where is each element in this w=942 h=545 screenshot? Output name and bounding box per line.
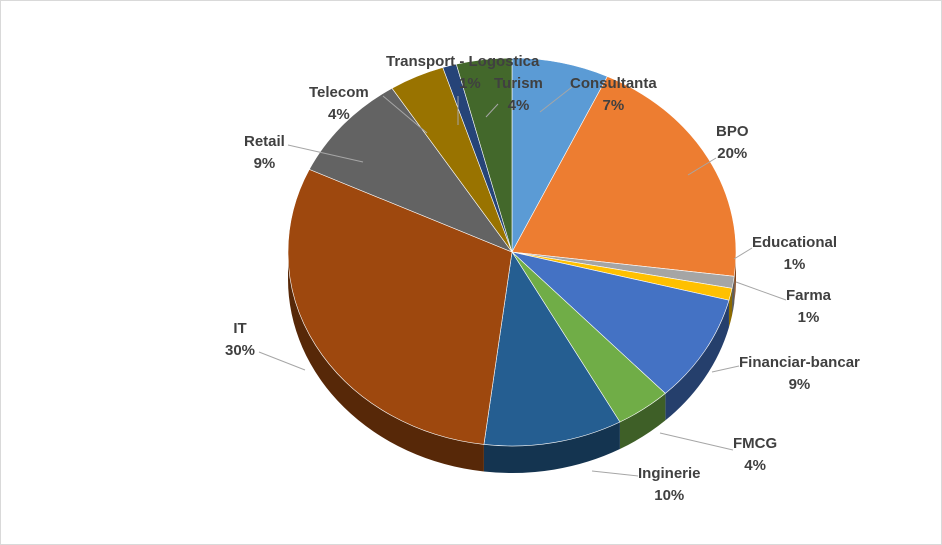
label-financiar-bancar-name: Financiar-bancar [739,354,860,371]
leader-line-1 [687,157,717,176]
label-inginerie-pct: 10% [654,487,685,504]
leader-line-4 [711,365,740,373]
label-transport-logostica: Transport - Logostica [386,51,539,73]
label-transport-logostica-pct: 1% [459,75,481,92]
label-turism-pct: 4% [507,97,530,114]
label-consultanta-pct: 7% [602,97,625,114]
label-transport-logostica-pct-box: 1% [459,73,481,95]
leader-line-0 [539,86,573,113]
leader-line-2 [733,247,753,260]
slice-financiar-bancar [510,251,730,394]
leader-line-8 [287,144,364,163]
label-retail: Retail 9% [244,131,285,175]
label-educational: Educational 1% [752,232,837,276]
slice-it [287,169,513,445]
label-educational-pct: 1% [783,256,806,273]
leader-line-7 [258,351,306,371]
slice-inginerie [483,251,621,447]
label-consultanta-name: Consultanta [570,75,657,92]
label-consultanta: Consultanta 7% [570,73,657,117]
leader-line-3 [735,281,787,301]
label-turism: Turism 4% [494,73,543,117]
label-fmcg: FMCG 4% [733,433,777,477]
label-inginerie-name: Inginerie [638,465,701,482]
label-inginerie: Inginerie 10% [638,463,701,507]
slice-retail [308,87,513,253]
label-telecom: Telecom 4% [309,82,369,126]
label-financiar-bancar-pct: 9% [788,376,811,393]
slice-bpo [511,76,737,277]
label-fmcg-pct: 4% [744,457,766,474]
pie-slices [287,57,737,447]
label-financiar-bancar: Financiar-bancar 9% [739,352,860,396]
label-farma: Farma 1% [786,285,831,329]
label-bpo-pct: 20% [717,145,748,162]
label-educational-name: Educational [752,234,838,251]
label-bpo: BPO 20% [716,121,749,165]
label-turism-name: Turism [494,75,543,92]
leader-line-6 [591,470,639,477]
label-telecom-pct: 4% [328,106,350,123]
label-farma-pct: 1% [797,309,820,326]
label-retail-name: Retail [244,133,285,150]
slice-turism [455,57,513,253]
label-transport-logostica-name: Transport - Logostica [386,53,540,70]
side-inginerie [483,422,620,473]
leader-line-5 [659,432,734,451]
side-financiar-bancar [665,300,729,421]
label-it-pct: 30% [225,342,256,359]
label-telecom-name: Telecom [309,84,369,101]
side-fmcg [619,393,666,450]
leader-line-9 [382,95,428,134]
label-it-name: IT [233,320,247,337]
leader-line-11 [485,103,499,118]
label-retail-pct: 9% [253,155,276,172]
label-it: IT 30% [225,318,255,362]
leader-lines [258,86,787,477]
label-farma-name: Farma [786,287,832,304]
label-fmcg-name: FMCG [733,435,778,452]
label-bpo-name: BPO [716,123,749,140]
